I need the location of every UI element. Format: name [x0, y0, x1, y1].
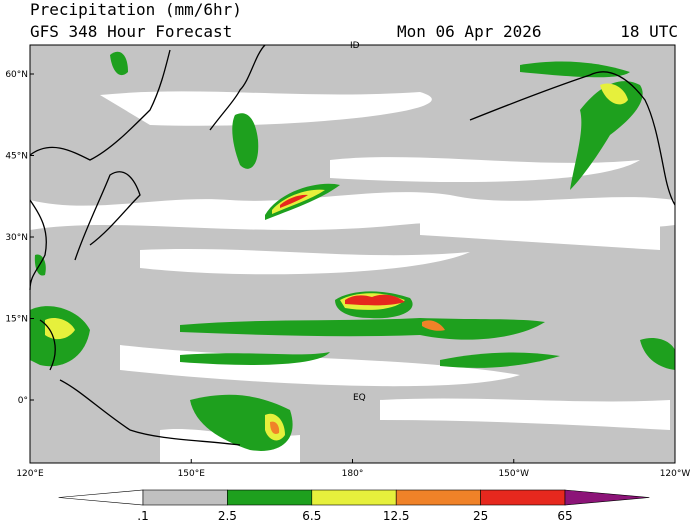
colorbar-segment — [564, 489, 650, 506]
lat-tick-label: 15°N — [5, 315, 28, 325]
coastlines — [29, 44, 676, 446]
lon-tick-label: 150°E — [178, 469, 206, 479]
colorbar-segment — [58, 489, 144, 506]
colorbar-segment — [395, 489, 481, 506]
model: GFS 348 Hour Forecast — [30, 22, 232, 41]
lat-tick-label: 0° — [18, 396, 28, 406]
date: Mon 06 Apr 2026 — [397, 22, 542, 41]
colorbar-label: 6.5 — [302, 509, 321, 523]
colorbar-segment — [227, 489, 313, 506]
eq-label: EQ — [353, 393, 366, 403]
lat-tick-label: 60°N — [5, 70, 28, 80]
colorbar-label: 12.5 — [383, 509, 410, 523]
precip-field — [30, 45, 675, 463]
lon-tick-label: 150°W — [498, 469, 529, 479]
colorbar-label: .1 — [137, 509, 148, 523]
colorbar-label: 2.5 — [218, 509, 237, 523]
lon-tick-label: 180° — [342, 469, 364, 479]
id-label: ID — [350, 41, 360, 51]
title: Precipitation (mm/6hr) — [30, 0, 242, 19]
lon-tick-label: 120°W — [660, 469, 691, 479]
lat-tick-label: 30°N — [5, 233, 28, 243]
colorbar-segment — [142, 489, 228, 506]
colorbar-label: 25 — [473, 509, 488, 523]
colorbar-segment — [480, 489, 566, 506]
colorbar-label: 65 — [557, 509, 572, 523]
lat-tick-label: 45°N — [5, 152, 28, 162]
colorbar-segment — [311, 489, 397, 506]
lon-tick-label: 120°E — [16, 469, 44, 479]
time: 18 UTC — [620, 22, 678, 41]
